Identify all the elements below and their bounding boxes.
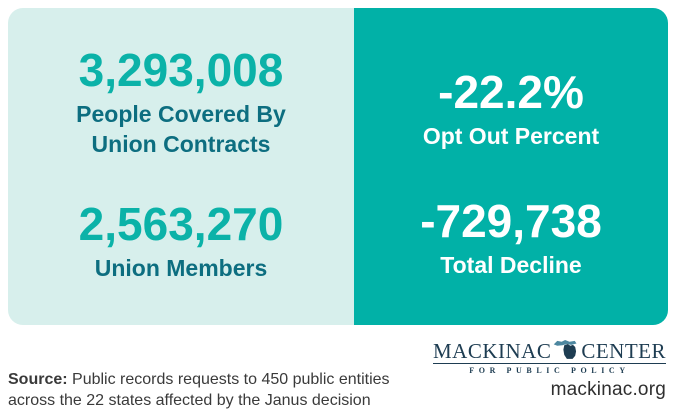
stat-value-opt-out-percent: -22.2% xyxy=(438,66,584,118)
stat-label-line: Union Contracts xyxy=(91,131,271,158)
panel-union-coverage: 3,293,008 People Covered By Union Contra… xyxy=(8,8,354,325)
stat-value-people-covered: 3,293,008 xyxy=(78,44,284,96)
stat-label-opt-out-percent: Opt Out Percent xyxy=(391,121,631,151)
stat-value-union-members: 2,563,270 xyxy=(78,197,284,250)
stat-panels: 3,293,008 People Covered By Union Contra… xyxy=(8,8,668,325)
stat-label-total-decline: Total Decline xyxy=(391,250,631,280)
stat-label-union-members: Union Members xyxy=(61,253,301,283)
stat-label-line: Opt Out Percent xyxy=(422,122,600,149)
logo-word-center: CENTER xyxy=(581,339,666,363)
logo-word-mackinac: MACKINAC xyxy=(432,339,552,363)
source-line: across the 22 states affected by the Jan… xyxy=(8,392,371,409)
panel-decline: -22.2% Opt Out Percent -729,738 Total De… xyxy=(354,8,668,325)
stat-label-line: Total Decline xyxy=(440,252,582,279)
source-note: Source: Public records requests to 450 p… xyxy=(8,369,390,411)
stat-opt-out-percent: -22.2% Opt Out Percent xyxy=(354,8,668,151)
logo-wordmark: MACKINAC CENTER xyxy=(432,339,666,363)
mackinac-center-logo: MACKINAC CENTER FOR PUBLIC POLICY mackin… xyxy=(432,339,666,401)
logo-tagline: FOR PUBLIC POLICY xyxy=(432,363,666,375)
stat-label-line: People Covered By xyxy=(76,100,286,127)
source-label: Source: xyxy=(8,371,68,388)
stat-label-people-covered: People Covered By Union Contracts xyxy=(61,99,301,160)
stat-people-covered: 3,293,008 People Covered By Union Contra… xyxy=(8,8,354,160)
stat-union-members: 2,563,270 Union Members xyxy=(8,198,354,283)
stat-total-decline: -729,738 Total Decline xyxy=(354,195,668,280)
michigan-state-icon xyxy=(554,339,577,359)
source-line: Public records requests to 450 public en… xyxy=(72,371,390,388)
infographic-canvas: 3,293,008 People Covered By Union Contra… xyxy=(0,8,676,415)
logo-website: mackinac.org xyxy=(550,379,666,400)
footer: Source: Public records requests to 450 p… xyxy=(0,325,676,411)
stat-value-total-decline: -729,738 xyxy=(420,195,602,248)
stat-label-line: Union Members xyxy=(94,254,268,281)
